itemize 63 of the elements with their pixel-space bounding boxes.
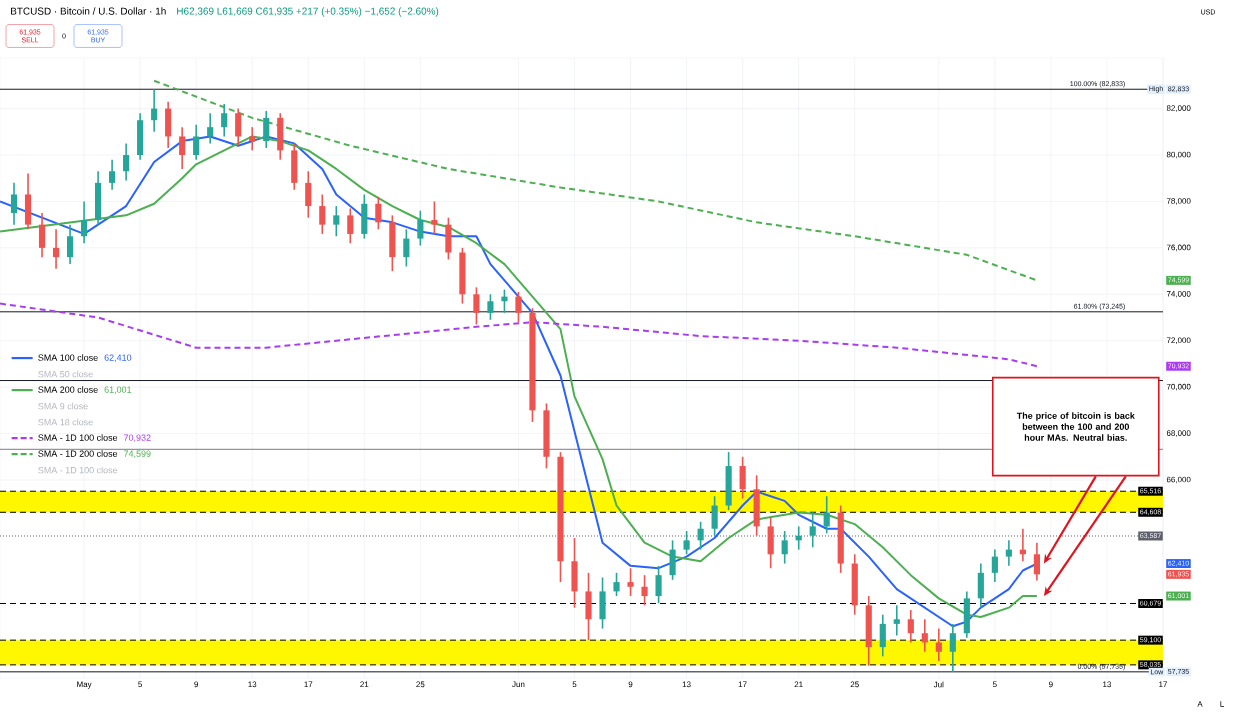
candlestick — [207, 112, 214, 145]
candlestick — [739, 455, 746, 500]
annotation: SMA 50 close — [38, 370, 93, 378]
annotation: 62,410 — [104, 354, 132, 362]
annotation: 61,001 — [104, 386, 132, 394]
candlestick — [347, 207, 354, 245]
candlestick — [949, 623, 956, 673]
candlestick — [655, 565, 662, 604]
annotation: 70,932 — [124, 434, 151, 442]
candlestick — [641, 574, 648, 607]
candlestick — [711, 495, 718, 537]
candlestick — [935, 627, 942, 662]
candlestick — [193, 124, 200, 161]
candlestick — [921, 618, 928, 653]
candlestick — [151, 88, 158, 133]
candlestick — [879, 613, 886, 658]
candlestick — [263, 110, 270, 149]
candlestick — [697, 520, 704, 551]
candlestick — [221, 103, 228, 138]
candlestick — [991, 548, 998, 583]
candlestick — [52, 228, 60, 270]
candlestick — [403, 228, 410, 268]
candlestick — [809, 511, 816, 549]
candlestick — [235, 107, 242, 147]
candlestick — [249, 126, 256, 152]
candlestick — [81, 200, 88, 245]
chart-title: BTCUSD · Bitcoin / U.S. Dollar · 1h — [11, 7, 166, 15]
candlestick — [38, 212, 46, 258]
candlestick — [109, 158, 116, 191]
chart-subtitle: H62,369 L61,669 C61,935 +217 (+0.35%) −1,652 (−2.60%) — [177, 7, 439, 17]
annotation: The price of bitcoin is back between the 100 and 200 hour MAs. Neutral bias. — [1016, 412, 1135, 441]
candlestick — [417, 209, 424, 247]
annotation: SMA 9 close — [38, 402, 88, 410]
legend-label: SMA - 1D 200 close — [38, 450, 118, 457]
candlestick — [431, 200, 438, 235]
candlestick — [515, 291, 522, 323]
annotation: SMA - 1D 100 close — [38, 466, 118, 474]
candlestick — [179, 126, 186, 170]
candlestick — [613, 572, 620, 597]
candlestick — [683, 530, 690, 556]
candlestick — [319, 193, 326, 235]
candlestick — [627, 567, 634, 597]
legend-label: SMA 200 close — [38, 386, 98, 393]
candlestick — [907, 609, 914, 644]
candlestick — [1005, 539, 1012, 567]
candlestick — [823, 495, 830, 535]
candlestick — [375, 196, 382, 231]
candlestick — [1033, 541, 1040, 582]
candlestick — [10, 182, 18, 226]
line-series — [153, 79, 1038, 282]
candlestick — [781, 530, 788, 565]
candlestick — [66, 223, 74, 265]
annotation: 74,599 — [124, 450, 151, 458]
candlestick — [333, 205, 340, 238]
legend-label: SMA 100 close — [38, 354, 98, 361]
candlestick — [473, 286, 480, 326]
candlestick — [501, 288, 508, 314]
legend-label: SMA - 1D 100 close — [38, 434, 118, 441]
candlestick — [123, 142, 130, 182]
candlestick — [487, 293, 494, 321]
candlestick — [305, 170, 312, 219]
annotation: SMA 18 close — [38, 418, 93, 426]
candlestick — [893, 604, 900, 637]
